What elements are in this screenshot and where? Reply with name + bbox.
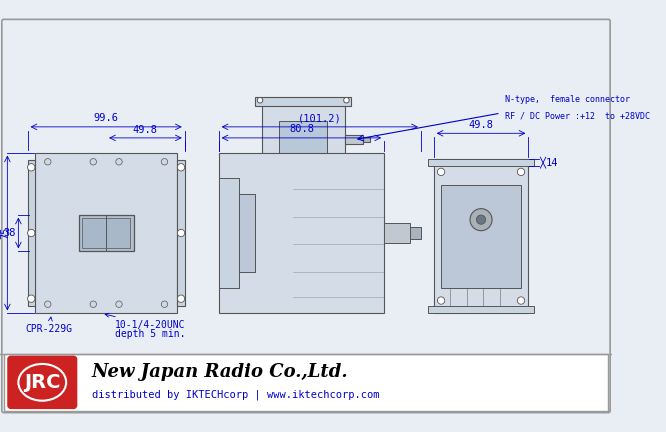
Circle shape — [344, 184, 349, 189]
Text: N-type,  female connector: N-type, female connector — [505, 95, 631, 104]
Text: RF / DC Power :+12  to +28VDC: RF / DC Power :+12 to +28VDC — [505, 111, 651, 120]
Bar — [27, 160, 35, 306]
Circle shape — [116, 301, 123, 308]
Circle shape — [476, 215, 486, 224]
Circle shape — [116, 159, 123, 165]
Bar — [262, 102, 344, 185]
Circle shape — [257, 184, 263, 189]
Bar — [79, 215, 134, 251]
Circle shape — [27, 295, 35, 302]
Circle shape — [27, 229, 35, 237]
Bar — [177, 160, 184, 306]
Circle shape — [45, 301, 51, 308]
Bar — [384, 223, 410, 243]
Circle shape — [257, 98, 263, 103]
Circle shape — [45, 159, 51, 165]
Circle shape — [90, 159, 97, 165]
Text: 99.6: 99.6 — [94, 113, 119, 123]
Circle shape — [177, 164, 184, 171]
Text: 75: 75 — [1, 227, 11, 239]
Bar — [434, 159, 528, 313]
Circle shape — [344, 98, 349, 103]
Text: 80.8: 80.8 — [289, 124, 314, 134]
Circle shape — [161, 159, 168, 165]
Text: depth 5 min.: depth 5 min. — [115, 329, 186, 339]
Circle shape — [177, 295, 184, 302]
FancyBboxPatch shape — [8, 356, 77, 408]
Bar — [239, 194, 256, 272]
Circle shape — [161, 301, 168, 308]
Text: CPR-229G: CPR-229G — [26, 317, 73, 334]
Bar — [35, 152, 177, 313]
Text: New Japan Radio Co.,Ltd.: New Japan Radio Co.,Ltd. — [92, 363, 348, 381]
Text: 10-1/4-20UNC: 10-1/4-20UNC — [105, 313, 186, 330]
Bar — [410, 226, 421, 239]
Bar — [344, 135, 363, 144]
Circle shape — [517, 168, 525, 175]
Circle shape — [177, 229, 184, 237]
Bar — [256, 181, 351, 190]
FancyBboxPatch shape — [2, 19, 610, 413]
Text: 49.8: 49.8 — [133, 125, 158, 135]
Text: 49.8: 49.8 — [469, 120, 494, 130]
Circle shape — [438, 297, 445, 304]
Text: distributed by IKTECHcorp | www.iktechcorp.com: distributed by IKTECHcorp | www.iktechco… — [92, 389, 380, 400]
Circle shape — [27, 164, 35, 171]
Circle shape — [438, 168, 445, 175]
Bar — [279, 121, 327, 165]
Text: 14: 14 — [546, 158, 558, 168]
Bar — [428, 306, 534, 313]
Bar — [256, 96, 351, 106]
Circle shape — [470, 209, 492, 231]
Text: JRC: JRC — [24, 373, 61, 392]
Bar — [4, 354, 608, 411]
Bar — [441, 185, 521, 288]
Bar — [428, 159, 534, 166]
Bar — [82, 218, 130, 248]
Bar — [218, 152, 384, 313]
Circle shape — [90, 301, 97, 308]
Circle shape — [517, 297, 525, 304]
Text: (101.2): (101.2) — [298, 113, 342, 123]
Bar — [218, 178, 239, 288]
Text: 38: 38 — [3, 228, 15, 238]
Bar — [363, 137, 370, 143]
